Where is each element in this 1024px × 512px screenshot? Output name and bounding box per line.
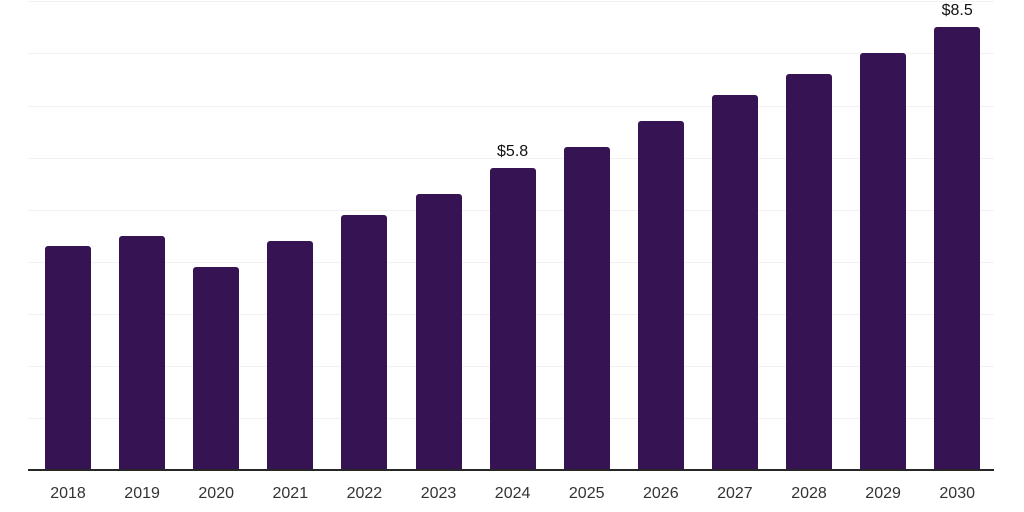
x-axis-line <box>28 469 994 471</box>
gridline <box>28 1 994 3</box>
bar-2022 <box>341 214 388 470</box>
value-label-2030: $8.5 <box>941 2 973 20</box>
x-tick-label-2028: 2028 <box>791 485 827 502</box>
bar-2021 <box>267 240 314 470</box>
bar-2025 <box>563 147 610 470</box>
x-tick-label-2026: 2026 <box>643 485 679 502</box>
bar-2020 <box>193 266 240 470</box>
x-tick-label-2020: 2020 <box>198 485 234 502</box>
x-tick-label-2024: 2024 <box>494 485 531 502</box>
x-tick-label-2019: 2019 <box>124 485 160 502</box>
x-tick-label-2027: 2027 <box>717 485 753 502</box>
x-tick-label-2018: 2018 <box>50 485 86 502</box>
x-tick-label-2030: 2030 <box>939 485 975 502</box>
x-tick-label-2025: 2025 <box>568 485 605 502</box>
bar-2029 <box>860 53 907 470</box>
value-label-2024: $5.8 <box>497 142 529 160</box>
bar-2028 <box>786 74 832 470</box>
bar-2018 <box>45 246 91 470</box>
bar-2019 <box>119 235 166 470</box>
bar-2026 <box>637 121 684 470</box>
bar-2024 <box>489 167 536 470</box>
x-tick-label-2023: 2023 <box>420 485 457 502</box>
gridline <box>28 105 994 107</box>
bar-2023 <box>415 194 462 470</box>
gridline <box>28 157 994 159</box>
bar-2030 <box>934 27 981 470</box>
x-tick-label-2022: 2022 <box>346 485 383 502</box>
bar-2027 <box>711 95 758 470</box>
gridline <box>28 53 994 55</box>
x-tick-label-2029: 2029 <box>865 485 901 502</box>
x-tick-label-2021: 2021 <box>272 485 309 502</box>
